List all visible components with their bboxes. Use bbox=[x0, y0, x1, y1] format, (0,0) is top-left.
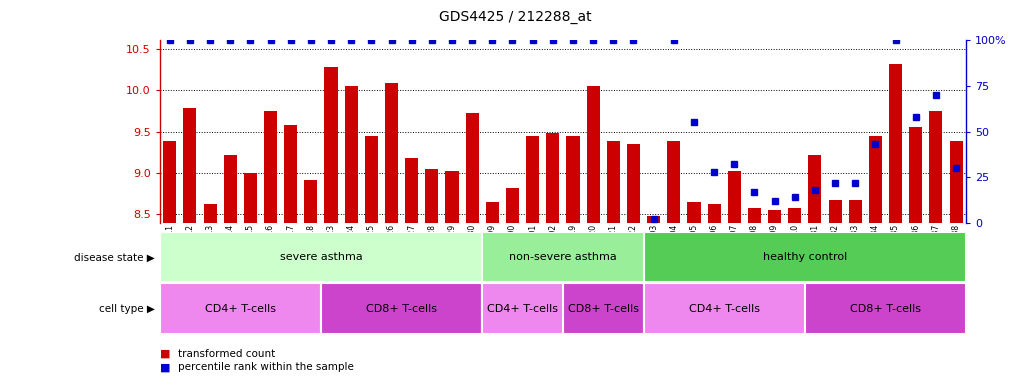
Text: severe asthma: severe asthma bbox=[279, 252, 363, 262]
Bar bbox=[466, 113, 479, 223]
Bar bbox=[889, 63, 902, 223]
Bar bbox=[667, 141, 681, 223]
Bar bbox=[526, 136, 539, 223]
Bar bbox=[324, 67, 338, 223]
Text: CD4+ T-cells: CD4+ T-cells bbox=[689, 303, 760, 314]
Text: transformed count: transformed count bbox=[178, 349, 275, 359]
Bar bbox=[607, 141, 620, 223]
Text: CD8+ T-cells: CD8+ T-cells bbox=[366, 303, 437, 314]
Text: CD4+ T-cells: CD4+ T-cells bbox=[205, 303, 276, 314]
Bar bbox=[546, 133, 559, 223]
Bar bbox=[804, 283, 966, 334]
Text: healthy control: healthy control bbox=[763, 252, 847, 262]
Bar bbox=[345, 86, 357, 223]
Bar bbox=[224, 155, 237, 223]
Bar bbox=[950, 141, 963, 223]
Bar bbox=[385, 83, 398, 223]
Bar bbox=[869, 136, 882, 223]
Bar bbox=[482, 283, 562, 334]
Text: disease state ▶: disease state ▶ bbox=[74, 252, 154, 262]
Bar bbox=[687, 202, 700, 223]
Bar bbox=[425, 169, 439, 223]
Text: GDS4425 / 212288_at: GDS4425 / 212288_at bbox=[439, 10, 591, 23]
Bar bbox=[506, 188, 519, 223]
Text: CD4+ T-cells: CD4+ T-cells bbox=[487, 303, 558, 314]
Bar bbox=[482, 232, 644, 282]
Bar bbox=[627, 144, 640, 223]
Bar bbox=[728, 171, 741, 223]
Bar bbox=[929, 111, 942, 223]
Bar bbox=[768, 210, 781, 223]
Bar bbox=[909, 127, 922, 223]
Text: non-severe asthma: non-severe asthma bbox=[509, 252, 617, 262]
Bar bbox=[204, 205, 216, 223]
Bar bbox=[284, 125, 298, 223]
Bar bbox=[587, 86, 599, 223]
Bar bbox=[160, 283, 321, 334]
Bar bbox=[828, 200, 842, 223]
Bar bbox=[405, 158, 418, 223]
Bar bbox=[748, 208, 761, 223]
Bar bbox=[264, 111, 277, 223]
Bar bbox=[321, 283, 482, 334]
Bar bbox=[183, 108, 197, 223]
Bar bbox=[708, 205, 721, 223]
Text: ■: ■ bbox=[160, 349, 170, 359]
Text: percentile rank within the sample: percentile rank within the sample bbox=[178, 362, 354, 372]
Bar bbox=[365, 136, 378, 223]
Bar bbox=[244, 173, 256, 223]
Bar bbox=[160, 232, 482, 282]
Bar bbox=[647, 216, 660, 223]
Text: ■: ■ bbox=[160, 362, 170, 372]
Bar bbox=[566, 136, 580, 223]
Text: cell type ▶: cell type ▶ bbox=[99, 303, 154, 314]
Bar bbox=[445, 171, 458, 223]
Bar bbox=[849, 200, 862, 223]
Bar bbox=[562, 283, 644, 334]
Bar bbox=[644, 283, 804, 334]
Bar bbox=[486, 202, 499, 223]
Text: CD8+ T-cells: CD8+ T-cells bbox=[850, 303, 921, 314]
Bar bbox=[304, 180, 317, 223]
Bar bbox=[788, 208, 801, 223]
Bar bbox=[809, 155, 822, 223]
Bar bbox=[644, 232, 966, 282]
Text: CD8+ T-cells: CD8+ T-cells bbox=[568, 303, 639, 314]
Bar bbox=[163, 141, 176, 223]
